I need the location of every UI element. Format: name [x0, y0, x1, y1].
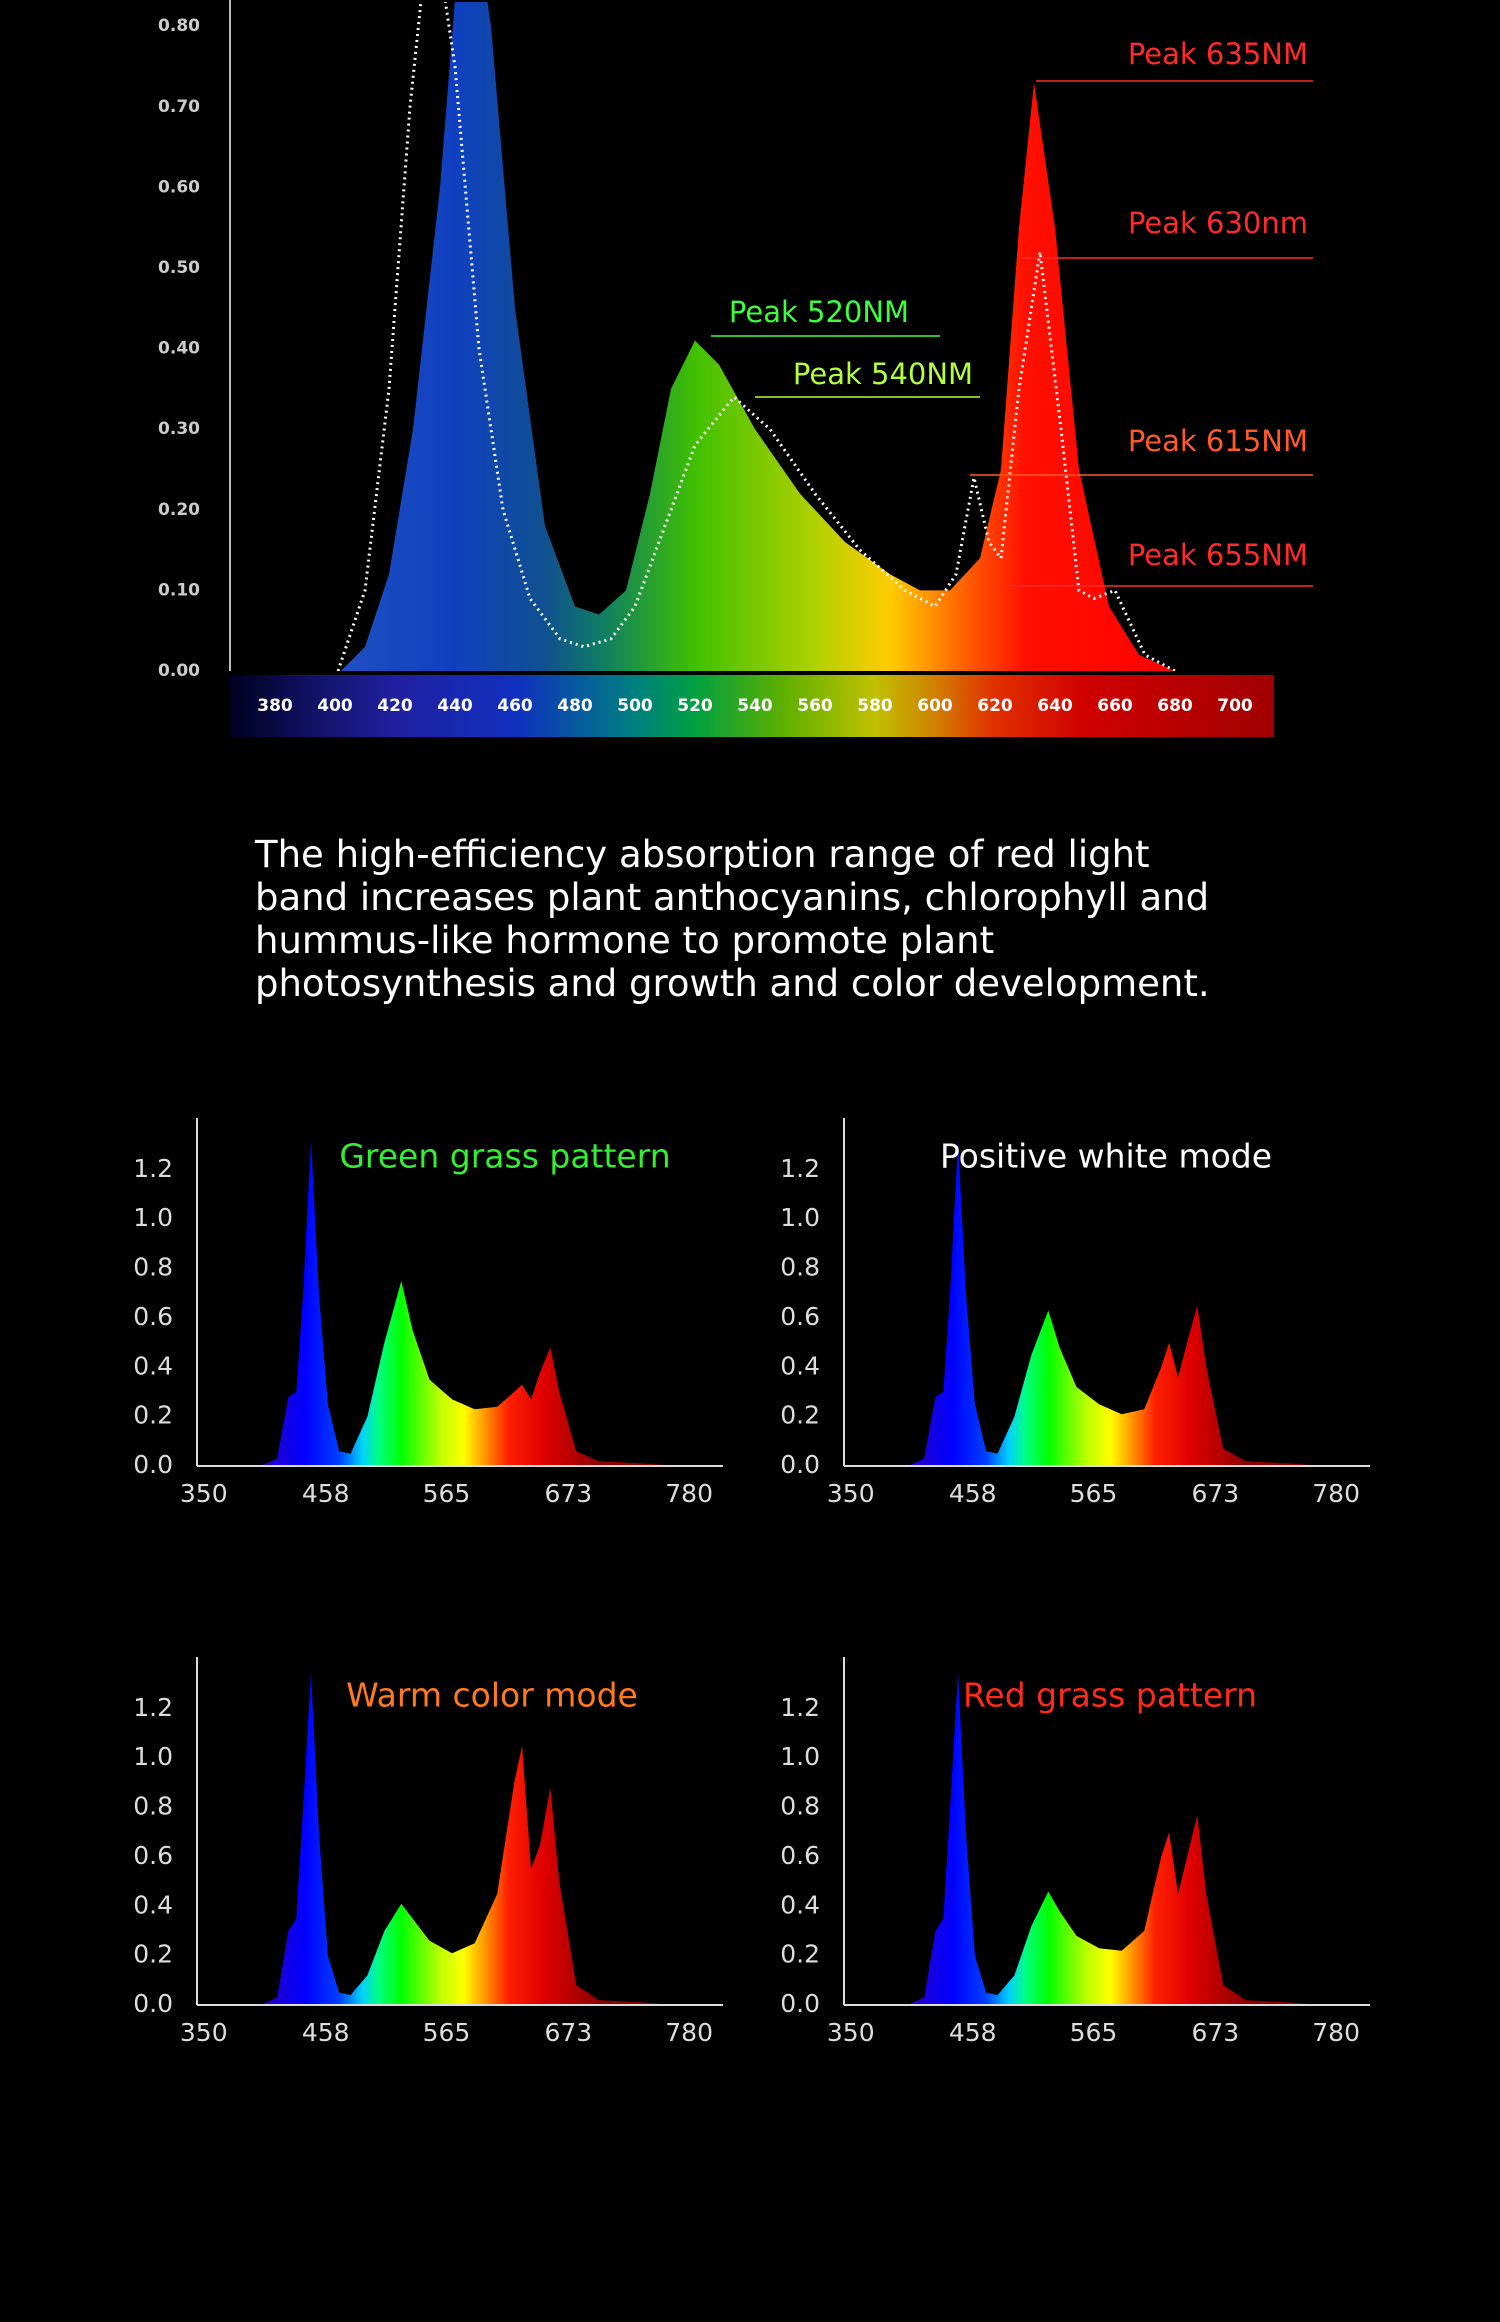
annotation: Peak 540NM — [793, 357, 973, 391]
x-tick-label: 480 — [557, 696, 593, 716]
x-tick-label: 780 — [1312, 1479, 1360, 1508]
y-tick-label: 0.70 — [158, 97, 200, 117]
annotation: Peak 520NM — [729, 295, 909, 329]
description: The high-efficiency absorption range of … — [255, 833, 1210, 1005]
x-tick-label: 673 — [1192, 1479, 1240, 1508]
annotation: Peak 615NM — [1128, 424, 1308, 458]
y-tick-label: 0.2 — [780, 1940, 820, 1969]
x-tick-label: 350 — [827, 1479, 875, 1508]
chart-title: Green grass pattern — [339, 1137, 670, 1176]
spectrum-area — [907, 1671, 1325, 2005]
x-tick-label: 420 — [377, 696, 413, 716]
x-tick-label: 458 — [949, 1479, 997, 1508]
x-tick-label: 700 — [1217, 696, 1253, 716]
y-tick-label: 0.8 — [780, 1253, 820, 1282]
x-tick-label: 640 — [1037, 696, 1073, 716]
x-tick-label: 600 — [917, 696, 953, 716]
spectrum-area — [260, 1671, 678, 2005]
y-tick-label: 0.6 — [780, 1302, 820, 1331]
y-tick-label: 0.4 — [780, 1351, 820, 1380]
x-tick-label: 620 — [977, 696, 1013, 716]
x-tick-label: 565 — [1070, 1479, 1118, 1508]
y-tick-label: 0.60 — [158, 177, 200, 197]
y-tick-label: 1.0 — [780, 1203, 820, 1232]
annotation: Peak 630nm — [1128, 206, 1308, 240]
y-tick-label: 0.80 — [158, 16, 200, 36]
y-tick-label: 0.40 — [158, 339, 200, 359]
x-tick-label: 458 — [302, 2018, 350, 2047]
x-tick-label: 565 — [423, 2018, 471, 2047]
x-tick-label: 458 — [949, 2018, 997, 2047]
y-tick-label: 0.8 — [780, 1792, 820, 1821]
y-tick-label: 0.6 — [133, 1302, 173, 1331]
x-tick-label: 520 — [677, 696, 713, 716]
x-tick-label: 380 — [257, 696, 293, 716]
y-tick-label: 0.0 — [133, 1450, 173, 1479]
y-tick-label: 1.0 — [133, 1742, 173, 1771]
x-tick-label: 660 — [1097, 696, 1133, 716]
x-tick-label: 673 — [545, 2018, 593, 2047]
x-tick-label: 350 — [180, 1479, 228, 1508]
x-tick-label: 565 — [423, 1479, 471, 1508]
x-tick-label: 440 — [437, 696, 473, 716]
y-tick-label: 1.0 — [133, 1203, 173, 1232]
annotation: Peak 635NM — [1128, 37, 1308, 71]
y-tick-label: 1.2 — [780, 1154, 820, 1183]
annotation: Peak 655NM — [1128, 538, 1308, 572]
chart-title: Positive white mode — [940, 1137, 1272, 1176]
x-tick-label: 680 — [1157, 696, 1193, 716]
y-tick-label: 1.2 — [133, 1693, 173, 1722]
y-tick-label: 0.30 — [158, 419, 200, 439]
y-tick-label: 0.4 — [780, 1890, 820, 1919]
x-tick-label: 560 — [797, 696, 833, 716]
y-tick-label: 0.0 — [133, 1989, 173, 2018]
y-tick-label: 0.2 — [133, 1940, 173, 1969]
y-tick-label: 0.50 — [158, 258, 200, 278]
spectrum-area — [260, 1140, 678, 1466]
x-tick-label: 780 — [1312, 2018, 1360, 2047]
x-tick-label: 350 — [180, 2018, 228, 2047]
y-tick-label: 0.6 — [133, 1841, 173, 1870]
x-tick-label: 350 — [827, 2018, 875, 2047]
x-tick-label: 780 — [665, 2018, 713, 2047]
y-tick-label: 0.6 — [780, 1841, 820, 1870]
x-tick-label: 400 — [317, 696, 353, 716]
x-tick-label: 580 — [857, 696, 893, 716]
x-tick-label: 458 — [302, 1479, 350, 1508]
y-tick-label: 0.2 — [780, 1401, 820, 1430]
spectrum-area — [341, 2, 1175, 671]
y-tick-label: 0.8 — [133, 1792, 173, 1821]
spectrum-area — [907, 1140, 1325, 1466]
x-tick-label: 540 — [737, 696, 773, 716]
y-tick-label: 1.0 — [780, 1742, 820, 1771]
y-tick-label: 0.0 — [780, 1989, 820, 2018]
y-tick-label: 1.2 — [133, 1154, 173, 1183]
y-tick-label: 0.8 — [133, 1253, 173, 1282]
chart-title: Red grass pattern — [963, 1676, 1257, 1715]
y-tick-label: 0.00 — [158, 661, 200, 681]
chart-title: Warm color mode — [346, 1676, 638, 1715]
x-tick-label: 460 — [497, 696, 533, 716]
x-tick-label: 673 — [545, 1479, 593, 1508]
y-tick-label: 0.4 — [133, 1890, 173, 1919]
x-tick-label: 500 — [617, 696, 653, 716]
y-tick-label: 1.2 — [780, 1693, 820, 1722]
x-axis-band — [230, 675, 1274, 737]
x-tick-label: 780 — [665, 1479, 713, 1508]
x-tick-label: 565 — [1070, 2018, 1118, 2047]
x-tick-label: 673 — [1192, 2018, 1240, 2047]
y-tick-label: 0.4 — [133, 1351, 173, 1380]
dotted-line — [336, 2, 1176, 671]
y-tick-label: 0.20 — [158, 500, 200, 520]
y-tick-label: 0.2 — [133, 1401, 173, 1430]
y-tick-label: 0.10 — [158, 580, 200, 600]
y-tick-label: 0.0 — [780, 1450, 820, 1479]
